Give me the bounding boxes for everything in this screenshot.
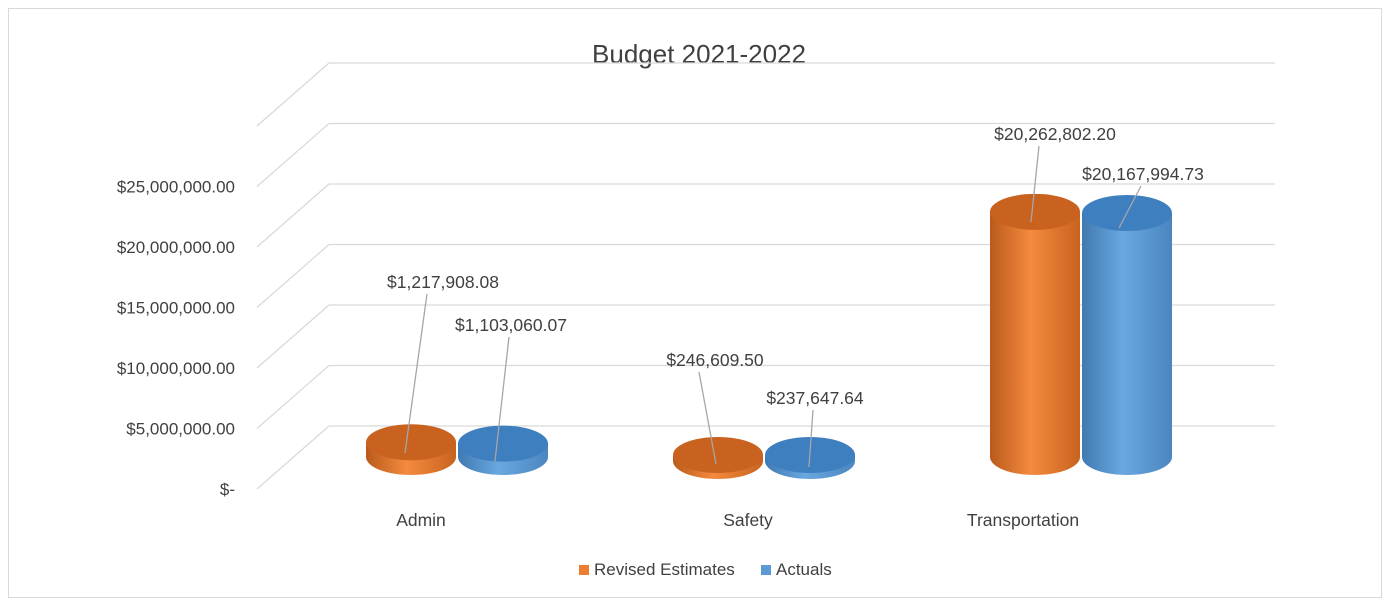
category-label: Transportation — [967, 510, 1079, 530]
y-tick-label: $20,000,000.00 — [117, 238, 235, 257]
legend-swatch — [761, 565, 771, 575]
x-axis-categories: Admin Safety Transportation — [396, 510, 1079, 530]
leader-line — [404, 293, 428, 454]
bar-safety-revised-estimates — [673, 437, 763, 479]
bar-body — [990, 211, 1080, 475]
bar-transportation-actuals — [1082, 194, 1172, 475]
category-label: Admin — [396, 510, 446, 530]
grid-layer — [256, 62, 1275, 490]
bar-top — [458, 425, 548, 462]
gridline-side — [256, 123, 330, 187]
gridline-side — [256, 365, 330, 429]
y-tick-label: $25,000,000.00 — [117, 178, 235, 197]
leader-line — [1118, 185, 1142, 229]
leader-line — [494, 336, 510, 462]
bar-top — [366, 424, 456, 461]
legend: Revised Estimates Actuals — [579, 560, 832, 579]
bar-layer — [366, 193, 1172, 479]
chart-svg: Budget 2021-2022 $- $5,000,000.00 $10,000,… — [117, 39, 1275, 579]
chart-frame: Budget 2021-2022 $- $5,000,000.00 $10,000,… — [8, 8, 1382, 598]
gridline-side — [256, 425, 330, 490]
legend-swatch — [579, 565, 589, 575]
y-tick-label: $15,000,000.00 — [117, 299, 235, 318]
legend-label: Revised Estimates — [594, 560, 735, 579]
bar-body — [1082, 212, 1172, 475]
y-axis-ticks: $- $5,000,000.00 $10,000,000.00 $15,000,000… — [117, 178, 235, 500]
leader-line — [808, 409, 814, 468]
data-label-layer: $1,217,908.08 $1,103,060.07 $246,609.50$23… — [387, 124, 1204, 468]
data-label: $1,217,908.08 — [387, 272, 499, 292]
category-label: Safety — [723, 510, 773, 530]
data-label: $20,262,802.20 — [994, 124, 1116, 144]
data-label: $246,609.50 — [666, 350, 764, 370]
gridline-side — [256, 244, 330, 308]
y-tick-label: $- — [220, 480, 235, 499]
legend-label: Actuals — [776, 560, 832, 579]
gridline-side — [256, 62, 330, 127]
leader-line — [1030, 145, 1040, 223]
data-label: $237,647.64 — [766, 388, 864, 408]
bar-transportation-revised-estimates — [990, 193, 1080, 475]
bar-admin-actuals — [458, 425, 548, 475]
bar-top — [990, 193, 1080, 230]
y-tick-label: $5,000,000.00 — [126, 420, 235, 439]
bar-top — [673, 437, 763, 473]
data-label: $20,167,994.73 — [1082, 164, 1204, 184]
chart-title: Budget 2021-2022 — [592, 39, 806, 69]
gridline-side — [256, 304, 330, 369]
bar-admin-revised-estimates — [366, 424, 456, 475]
gridline-side — [256, 183, 330, 248]
data-label: $1,103,060.07 — [455, 315, 567, 335]
leader-line — [698, 371, 717, 465]
y-tick-label: $10,000,000.00 — [117, 359, 235, 378]
